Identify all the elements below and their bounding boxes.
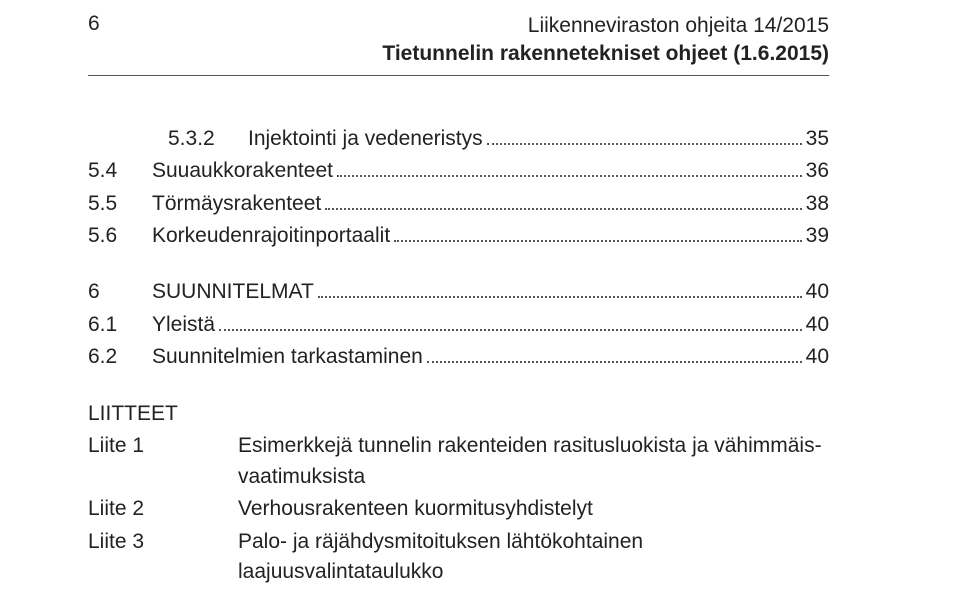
appendix-row: Liite 3 Palo- ja räjähdysmitoituksen läh… <box>88 527 829 588</box>
toc-num: 6 <box>88 277 152 307</box>
header-title-1: Liikenneviraston ohjeita 14/2015 <box>118 12 829 40</box>
toc-num: 5.4 <box>88 156 152 186</box>
toc-num: 5.6 <box>88 221 152 251</box>
toc-page: 36 <box>806 156 829 186</box>
appendix-row: Liite 1 Esimerkkejä tunnelin rakenteiden… <box>88 431 829 492</box>
toc-page: 35 <box>806 124 829 154</box>
toc-row: 5.3.2 Injektointi ja vedeneristys 35 <box>88 124 829 154</box>
toc-dots <box>325 191 801 210</box>
toc-row: 6 SUUNNITELMAT 40 <box>88 277 829 307</box>
toc-label: Suunnitelmien tarkastaminen <box>152 342 423 372</box>
toc-num: 5.5 <box>88 189 152 219</box>
appendix-text: Verhousrakenteen kuormitusyhdistelyt <box>238 494 829 524</box>
toc-subnum: 5.3.2 <box>168 124 248 154</box>
toc-row: 6.2 Suunnitelmien tarkastaminen 40 <box>88 342 829 372</box>
toc-row: 5.6 Korkeudenrajoitinportaalit 39 <box>88 221 829 251</box>
toc-dots <box>318 280 802 299</box>
header-row: 6 Liikenneviraston ohjeita 14/2015 Tietu… <box>0 0 959 69</box>
toc-label: Yleistä <box>152 310 215 340</box>
toc-page: 39 <box>806 221 829 251</box>
header-titles: Liikenneviraston ohjeita 14/2015 Tietunn… <box>118 12 829 69</box>
toc-row: 6.1 Yleistä 40 <box>88 310 829 340</box>
toc-page: 40 <box>806 277 829 307</box>
toc-label: Suuaukkorakenteet <box>152 156 333 186</box>
toc-row: 5.4 Suuaukkorakenteet 36 <box>88 156 829 186</box>
appendix-label: Liite 2 <box>88 494 238 524</box>
appendix-label: Liite 3 <box>88 527 238 557</box>
toc-dots <box>219 312 802 331</box>
toc-page: 40 <box>806 342 829 372</box>
toc-label: Törmäysrakenteet <box>152 189 321 219</box>
toc-dots <box>487 126 802 145</box>
page-number: 6 <box>88 12 118 36</box>
toc-num: 6.1 <box>88 310 152 340</box>
appendix-text: Esimerkkejä tunnelin rakenteiden rasitus… <box>238 431 829 492</box>
content-area: 5.3.2 Injektointi ja vedeneristys 35 5.4… <box>0 76 959 588</box>
toc-dots <box>394 223 801 242</box>
appendix-row: Liite 2 Verhousrakenteen kuormitusyhdist… <box>88 494 829 524</box>
toc-label: Korkeudenrajoitinportaalit <box>152 221 390 251</box>
toc-page: 40 <box>806 310 829 340</box>
toc-label: SUUNNITELMAT <box>152 277 314 307</box>
header-title-2: Tietunnelin rakennetekniset ohjeet (1.6.… <box>118 40 829 68</box>
toc-num: 6.2 <box>88 342 152 372</box>
toc-dots <box>427 344 802 363</box>
appendix-text: Palo- ja räjähdysmitoituksen lähtökohtai… <box>238 527 829 588</box>
appendices-title: LIITTEET <box>88 399 829 429</box>
toc-page: 38 <box>806 189 829 219</box>
appendix-label: Liite 1 <box>88 431 238 461</box>
toc-dots <box>337 158 802 177</box>
toc-label: Injektointi ja vedeneristys <box>248 124 483 154</box>
toc-row: 5.5 Törmäysrakenteet 38 <box>88 189 829 219</box>
